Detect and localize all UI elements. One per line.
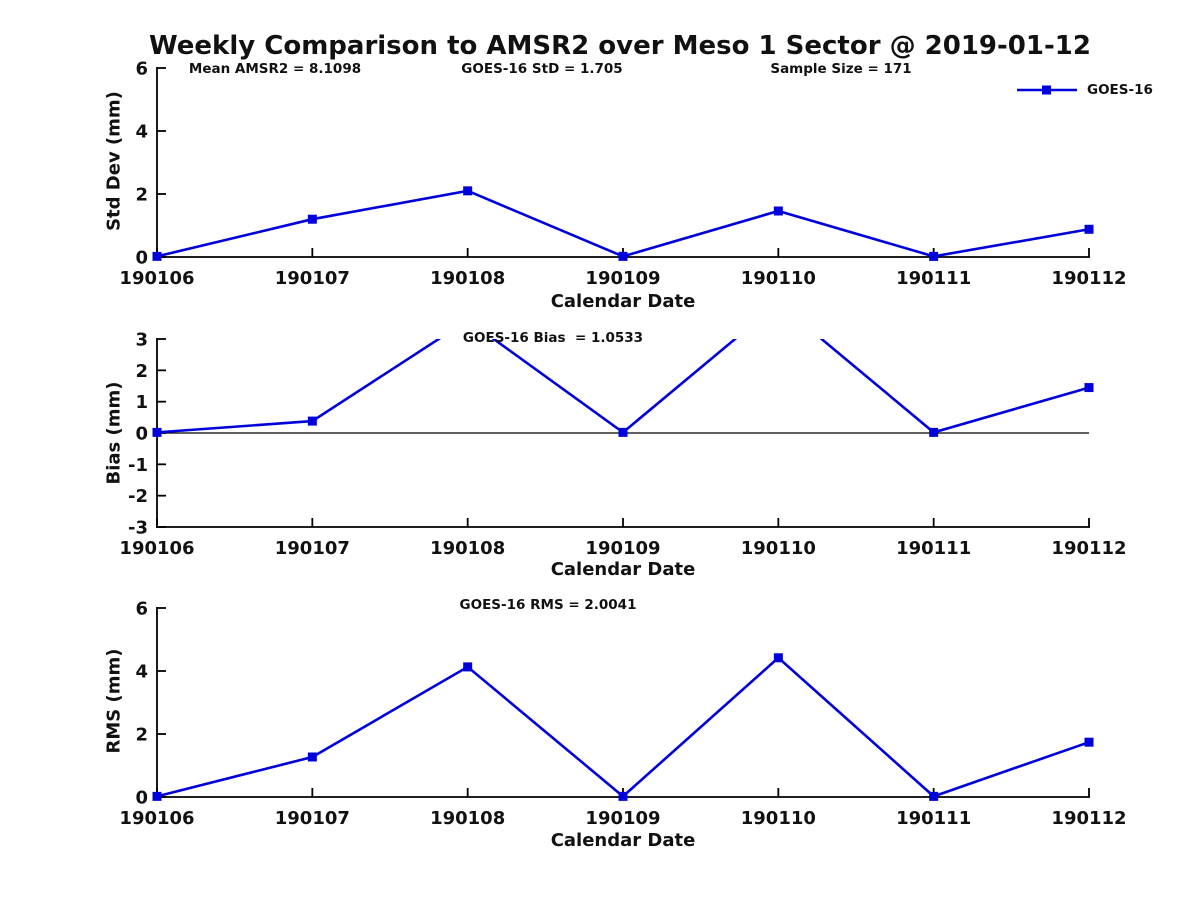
data-marker [929,251,939,261]
data-series-GOES-16 [152,653,1094,801]
x-tick-label: 190111 [896,538,971,559]
ylabel-std-dev: Std Dev (mm) [103,91,125,231]
data-marker [152,427,162,437]
legend-line-sample [1017,85,1077,95]
data-marker [1084,224,1094,234]
y-tick-label: 4 [135,122,148,143]
bias-plot: -3 -2 -1 0 1 2 3 190106 190107 190108 190109 190110… [119,298,1126,560]
ylabel-bias: Bias (mm) [103,381,125,485]
y-tick-label: 6 [135,599,148,620]
data-marker [307,214,317,224]
y-tick-label: 2 [135,361,148,382]
y-tick-label: -2 [128,486,148,507]
data-line [156,339,1090,435]
x-tick-label: 190108 [430,808,505,829]
x-tick-label: 190110 [741,538,816,559]
data-marker [929,791,939,801]
data-marker [1084,383,1094,393]
data-marker [307,416,317,426]
data-marker [463,316,472,325]
y-tick-label: 0 [135,424,148,445]
data-series-GOES-16 [152,298,1094,437]
y-tick-label: -3 [128,518,148,539]
data-series-GOES-16 [152,186,1094,261]
x-tick-label: 190107 [275,808,350,829]
data-marker [152,791,162,801]
x-tick-label: 190111 [896,268,971,289]
x-tick-label: 190112 [1051,538,1126,559]
ylabel-rms: RMS (mm) [103,648,125,754]
data-marker [307,752,317,762]
data-marker [1084,737,1094,747]
annotation-goes16-rms: GOES-16 RMS = 2.0041 [459,597,637,613]
data-marker [774,298,783,307]
x-tick-label: 190108 [430,538,505,559]
y-tick-label: 0 [135,788,148,809]
x-tick-label: 190109 [585,268,660,289]
axes: -3 -2 -1 0 1 2 3 190106 190107 190108 190109 190110… [119,330,1126,560]
data-marker [773,653,783,663]
y-tick-label: 2 [135,185,148,206]
y-tick-label: 1 [135,392,148,413]
x-tick-label: 190110 [741,808,816,829]
y-tick-label: -1 [128,455,148,476]
x-tick-label: 190106 [119,538,194,559]
x-tick-label: 190111 [896,808,971,829]
x-tick-label: 190107 [275,268,350,289]
legend: GOES-16 [1016,82,1153,98]
data-marker [618,427,628,437]
data-marker [463,662,473,672]
y-tick-label: 4 [135,662,148,683]
x-tick-label: 190109 [585,808,660,829]
x-tick-label: 190108 [430,268,505,289]
x-tick-label: 190110 [741,268,816,289]
annotation-sample-size: Sample Size = 171 [770,61,912,77]
rms-plot: 0 2 4 6 190106 190107 190108 190109 190110 190111… [119,599,1126,830]
data-marker [773,206,783,216]
legend-label: GOES-16 [1087,82,1153,98]
x-tick-label: 190106 [119,808,194,829]
xlabel-std-dev: Calendar Date [550,291,696,312]
y-tick-label: 2 [135,725,148,746]
xlabel-bias: Calendar Date [550,559,696,580]
x-tick-label: 190109 [585,538,660,559]
x-tick-label: 190106 [119,268,194,289]
y-tick-label: 0 [135,248,148,269]
data-marker [929,427,939,437]
y-tick-label: 6 [135,59,148,80]
y-tick-label: 3 [135,330,148,351]
data-line [156,656,1090,799]
xlabel-rms: Calendar Date [550,830,696,851]
data-line [156,189,1090,258]
x-tick-label: 190112 [1051,268,1126,289]
annotation-goes16-bias: GOES-16 Bias = 1.0533 [462,330,644,346]
data-marker [618,791,628,801]
std-dev-plot: 0 2 4 6 190106 190107 190108 190109 190110 190111… [119,59,1126,290]
legend-marker-icon [1042,85,1051,95]
x-tick-label: 190107 [275,538,350,559]
data-marker [618,251,628,261]
x-tick-label: 190112 [1051,808,1126,829]
annotation-mean-amsr2: Mean AMSR2 = 8.1098 [188,61,362,77]
data-marker [152,251,162,261]
annotation-goes16-std: GOES-16 StD = 1.705 [461,61,623,77]
data-marker [463,186,473,196]
chart-title: Weekly Comparison to AMSR2 over Meso 1 S… [149,31,1091,61]
